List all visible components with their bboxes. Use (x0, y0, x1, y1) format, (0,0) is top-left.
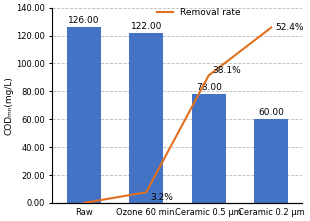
Text: 38.1%: 38.1% (212, 66, 241, 75)
Bar (254, 119, 288, 203)
Removal rate (207, 74, 210, 77)
Bar (67, 27, 101, 203)
Removal rate (82, 202, 86, 204)
Legend: Removal rate: Removal rate (157, 8, 241, 17)
Text: 3.2%: 3.2% (150, 193, 173, 202)
Removal rate (144, 191, 148, 194)
Text: 122.00: 122.00 (131, 22, 162, 31)
Bar (192, 94, 226, 203)
Removal rate (269, 26, 273, 29)
Text: 126.00: 126.00 (68, 16, 100, 25)
Y-axis label: CODₘₙ(mg/L): CODₘₙ(mg/L) (4, 76, 13, 135)
Line: Removal rate: Removal rate (84, 28, 271, 203)
Text: 52.4%: 52.4% (276, 23, 304, 32)
Text: 0.0%: 0.0% (0, 220, 1, 221)
Bar (129, 33, 163, 203)
Text: 78.00: 78.00 (196, 83, 222, 92)
Text: 60.00: 60.00 (258, 108, 284, 117)
